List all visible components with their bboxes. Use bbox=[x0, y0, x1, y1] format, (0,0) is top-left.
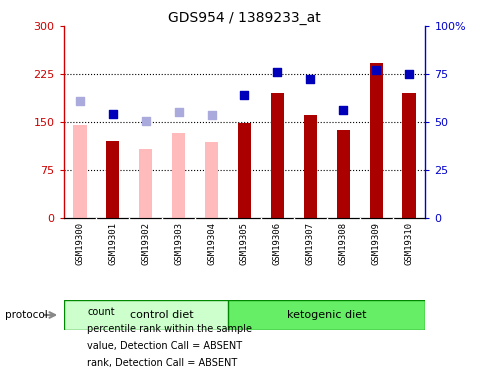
Point bbox=[273, 69, 281, 75]
Bar bbox=[303, 116, 316, 218]
Bar bbox=[106, 141, 119, 218]
Point bbox=[371, 67, 379, 73]
Text: percentile rank within the sample: percentile rank within the sample bbox=[87, 324, 251, 334]
Text: GSM19303: GSM19303 bbox=[174, 222, 183, 265]
Text: GDS954 / 1389233_at: GDS954 / 1389233_at bbox=[168, 11, 320, 25]
Point bbox=[306, 75, 314, 81]
Point bbox=[339, 107, 346, 113]
Bar bbox=[238, 123, 250, 218]
Text: ketogenic diet: ketogenic diet bbox=[286, 310, 366, 320]
Point bbox=[207, 112, 215, 118]
Text: GSM19302: GSM19302 bbox=[141, 222, 150, 265]
Bar bbox=[73, 125, 86, 218]
Bar bbox=[402, 93, 415, 218]
Point bbox=[174, 110, 182, 116]
Text: GSM19304: GSM19304 bbox=[207, 222, 216, 265]
Text: control diet: control diet bbox=[130, 310, 194, 320]
Bar bbox=[227, 300, 425, 330]
Bar bbox=[270, 93, 284, 218]
Text: GSM19300: GSM19300 bbox=[75, 222, 84, 265]
Text: value, Detection Call = ABSENT: value, Detection Call = ABSENT bbox=[87, 341, 242, 351]
Bar bbox=[172, 134, 185, 218]
Text: GSM19301: GSM19301 bbox=[108, 222, 117, 265]
Text: GSM19309: GSM19309 bbox=[371, 222, 380, 265]
Point bbox=[142, 118, 149, 124]
Point bbox=[240, 92, 248, 98]
Text: protocol: protocol bbox=[5, 310, 47, 320]
Text: GSM19306: GSM19306 bbox=[272, 222, 281, 265]
Text: GSM19308: GSM19308 bbox=[338, 222, 347, 265]
Bar bbox=[369, 63, 382, 217]
Point bbox=[404, 71, 412, 77]
Bar bbox=[139, 148, 152, 217]
Bar bbox=[204, 142, 218, 218]
Point bbox=[109, 111, 117, 117]
Text: GSM19310: GSM19310 bbox=[404, 222, 413, 265]
Text: rank, Detection Call = ABSENT: rank, Detection Call = ABSENT bbox=[87, 358, 237, 368]
Text: GSM19305: GSM19305 bbox=[240, 222, 248, 265]
Bar bbox=[63, 300, 261, 330]
Text: count: count bbox=[87, 307, 114, 317]
Bar bbox=[336, 129, 349, 218]
Text: GSM19307: GSM19307 bbox=[305, 222, 314, 265]
Point bbox=[76, 99, 84, 105]
